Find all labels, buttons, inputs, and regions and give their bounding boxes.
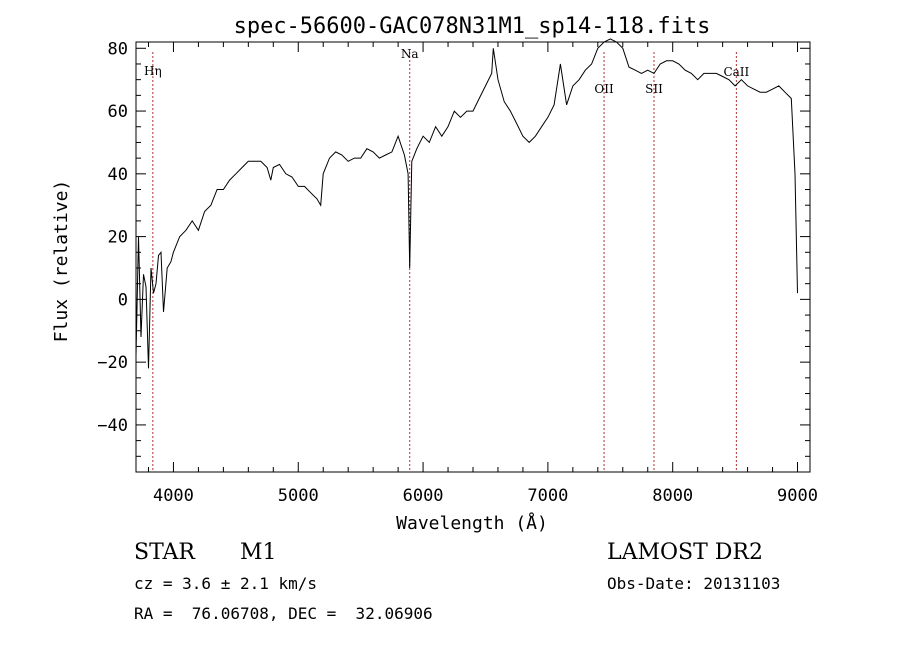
object-type-label: STAR (134, 540, 195, 565)
y-tick-label: 40 (108, 165, 128, 185)
spectral-line-label: CaII (723, 65, 749, 79)
x-tick-label: 6000 (403, 486, 444, 506)
x-tick-label: 4000 (153, 486, 194, 506)
survey-label: LAMOST DR2 (607, 540, 763, 565)
y-tick-label: 20 (108, 228, 128, 248)
y-tick-label: 60 (108, 102, 128, 122)
x-tick-label: 9000 (777, 486, 818, 506)
coordinates-text: RA = 76.06708, DEC = 32.06906 (134, 604, 433, 623)
obs-date-text: Obs-Date: 20131103 (607, 574, 781, 593)
y-tick-label: 80 (108, 39, 128, 59)
y-axis-label: Flux (relative) (51, 180, 72, 343)
y-axis: −40 −20 0 20 40 60 80 (97, 39, 810, 457)
y-tick-label: −20 (97, 353, 128, 373)
spectral-line-label: Hη (144, 64, 162, 78)
y-tick-label: 0 (118, 290, 128, 310)
spectral-line-label: OII (594, 82, 614, 96)
x-axis: 4000 5000 6000 7000 8000 9000 (147, 42, 818, 506)
x-tick-label: 5000 (278, 486, 319, 506)
spectral-line-markers: Hη Na OII SII CaII (144, 47, 750, 472)
x-tick-label: 7000 (527, 486, 568, 506)
spectral-line-label: SII (645, 82, 663, 96)
plot-frame (135, 41, 811, 473)
spectrum-line (135, 38, 798, 369)
velocity-text: cz = 3.6 ± 2.1 km/s (134, 574, 318, 593)
x-tick-label: 8000 (652, 486, 693, 506)
subclass-label: M1 (240, 540, 277, 565)
x-axis-label: Wavelength (Å) (396, 512, 548, 534)
spectrum-layer (135, 38, 798, 369)
chart-title: spec-56600-GAC078N31M1_sp14-118.fits (234, 14, 711, 39)
y-tick-label: −40 (97, 416, 128, 436)
spectral-line-label: Na (401, 47, 419, 61)
